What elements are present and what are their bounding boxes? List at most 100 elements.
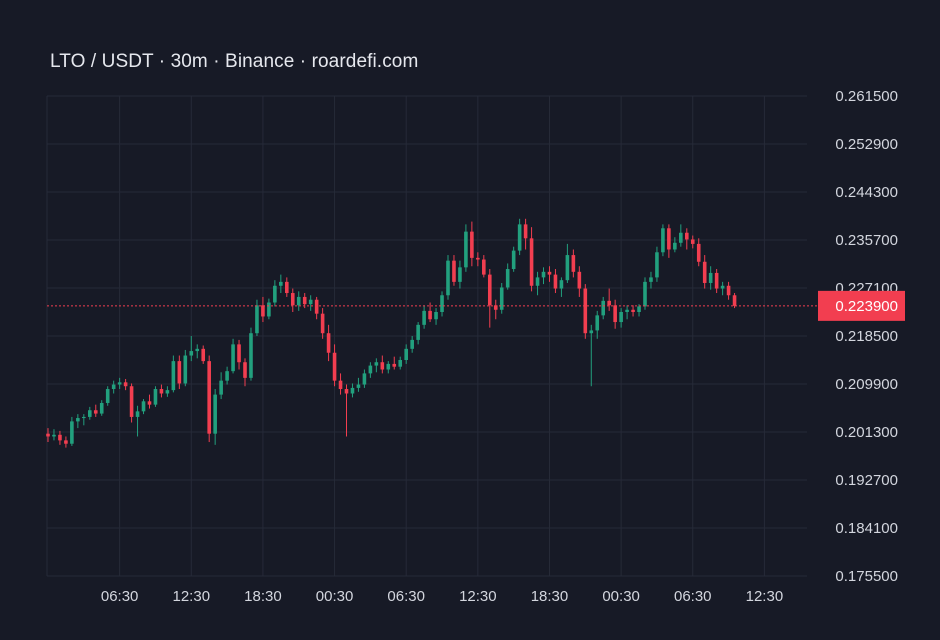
- candle-body: [82, 416, 86, 419]
- x-tick-label: 00:30: [316, 588, 354, 605]
- candle: [661, 224, 665, 257]
- last-price-badge: [818, 290, 905, 321]
- candle: [470, 221, 474, 267]
- candle: [267, 298, 271, 320]
- candle: [261, 296, 265, 323]
- x-tick-label: 06:30: [387, 588, 425, 605]
- candle-body: [344, 389, 349, 394]
- candle-body: [505, 269, 510, 288]
- candle-body: [476, 257, 480, 260]
- candle-body: [296, 296, 301, 306]
- candle-body: [201, 348, 206, 362]
- candle-body: [267, 302, 271, 317]
- candle-body: [541, 271, 546, 278]
- candle: [308, 295, 313, 311]
- candle-body: [589, 330, 594, 334]
- candle-body: [511, 250, 516, 270]
- candle: [171, 355, 176, 393]
- candle-body: [117, 382, 122, 385]
- candle-body: [487, 274, 492, 306]
- candle: [46, 428, 50, 443]
- candle: [708, 266, 713, 290]
- candle: [362, 369, 367, 388]
- y-axis: 0.2615000.2529000.2443000.2357000.227100…: [835, 88, 898, 585]
- candle-body: [517, 224, 522, 251]
- candle: [273, 280, 277, 307]
- y-tick-label: 0.261500: [835, 88, 898, 105]
- candle: [165, 386, 170, 397]
- candle-body: [559, 280, 564, 289]
- candle: [350, 383, 355, 398]
- candle: [320, 308, 325, 339]
- candle: [213, 389, 217, 445]
- y-tick-label: 0.252900: [835, 136, 898, 153]
- candle: [326, 324, 331, 362]
- candle-body: [714, 272, 719, 289]
- candle-body: [416, 324, 420, 340]
- candle: [392, 356, 397, 370]
- candle: [117, 377, 122, 390]
- candle: [105, 386, 110, 406]
- candle: [517, 218, 522, 256]
- candle-body: [105, 389, 110, 403]
- candle: [571, 249, 576, 278]
- candles-layer: [46, 218, 737, 448]
- candle-body: [404, 348, 408, 360]
- candle: [195, 344, 200, 359]
- candle: [613, 299, 617, 329]
- candle-body: [649, 277, 653, 282]
- candle-body: [58, 434, 62, 441]
- candle-body: [726, 285, 731, 296]
- candle-body: [129, 386, 134, 417]
- candle: [667, 224, 671, 258]
- y-tick-label: 0.175500: [835, 568, 898, 585]
- y-tick-label: 0.218500: [835, 328, 898, 345]
- candle-body: [655, 252, 659, 278]
- candle-body: [499, 287, 504, 310]
- candle-body: [332, 352, 337, 381]
- candle-body: [434, 312, 438, 320]
- candle-body: [547, 271, 552, 275]
- candle: [422, 305, 426, 329]
- candle-body: [595, 315, 600, 331]
- candle: [559, 277, 564, 297]
- candle: [679, 224, 683, 247]
- candle-body: [171, 361, 176, 391]
- candle-body: [135, 411, 140, 417]
- candle-body: [46, 433, 50, 437]
- candle-body: [308, 299, 313, 305]
- candle-body: [440, 295, 444, 312]
- x-tick-label: 18:30: [244, 588, 282, 605]
- candle: [201, 345, 206, 364]
- candle: [338, 373, 343, 395]
- grid-lines: [46, 95, 807, 577]
- candle-body: [279, 281, 283, 286]
- candle: [93, 404, 98, 417]
- candle: [153, 386, 158, 407]
- candle-body: [673, 242, 677, 250]
- candle-body: [702, 261, 707, 283]
- candle-body: [302, 296, 307, 305]
- candle-body: [643, 281, 647, 307]
- candle-body: [583, 288, 588, 334]
- candle-body: [165, 390, 170, 394]
- candle: [141, 399, 146, 415]
- x-tick-label: 00:30: [602, 588, 640, 605]
- candle: [255, 299, 259, 336]
- candle-body: [368, 365, 373, 374]
- candle: [159, 384, 164, 398]
- candle: [434, 308, 438, 325]
- candle: [404, 344, 408, 364]
- candle: [70, 416, 74, 446]
- candle-body: [207, 361, 211, 434]
- candle-body: [87, 410, 92, 417]
- candle-body: [249, 333, 253, 378]
- candle: [595, 310, 600, 339]
- candle: [607, 288, 611, 311]
- candle-body: [93, 410, 98, 414]
- candle-body: [76, 418, 80, 422]
- x-tick-label: 18:30: [531, 588, 569, 605]
- candle: [547, 266, 552, 282]
- candle-body: [732, 295, 737, 306]
